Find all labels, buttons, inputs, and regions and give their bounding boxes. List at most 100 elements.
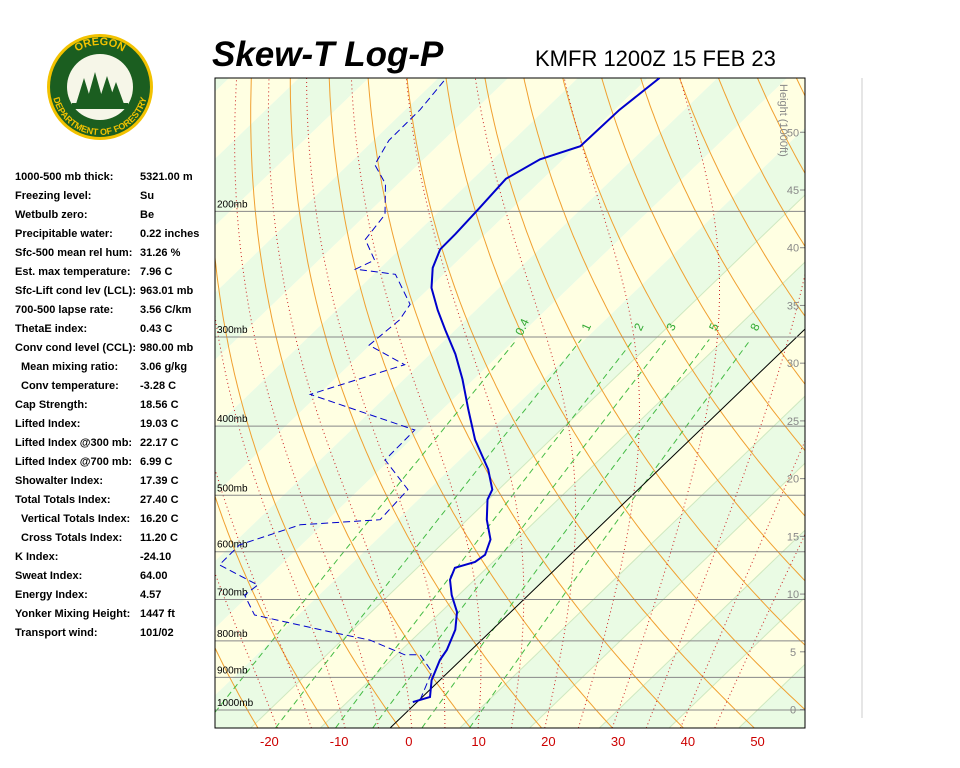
- y-tick-label: 1000mb: [217, 698, 254, 709]
- dry-adiabat: [445, 78, 805, 711]
- index-value: 7.96 C: [140, 266, 172, 278]
- index-label: Lifted Index @300 mb:: [15, 437, 132, 449]
- mixing-ratio-line: [215, 339, 518, 714]
- dry-adiabat: [795, 78, 805, 97]
- index-value: 17.39 C: [140, 475, 179, 487]
- y2-tick-label: 50: [787, 127, 799, 139]
- y-tick-label: 900mb: [217, 665, 248, 676]
- index-label: Cap Strength:: [15, 399, 88, 411]
- x-tick-label: -20: [260, 734, 279, 749]
- y2-tick-label: 15: [787, 531, 799, 543]
- index-value: Be: [140, 209, 154, 221]
- index-label: Transport wind:: [15, 627, 98, 639]
- index-value: 1447 ft: [140, 608, 175, 620]
- isotherm-band: [215, 78, 230, 92]
- moist-adiabat: [267, 78, 413, 728]
- index-value: 980.00 mb: [140, 342, 193, 354]
- index-value: 19.03 C: [140, 418, 179, 430]
- index-label: Lifted Index:: [15, 418, 80, 430]
- sounding: [218, 78, 661, 704]
- dry-adiabat: [835, 78, 960, 728]
- dry-adiabat: [640, 78, 805, 386]
- logo: OREGON DEPARTMENT OF FORESTRY: [47, 34, 153, 140]
- index-value: 11.20 C: [140, 532, 178, 544]
- isotherm-line: [320, 261, 805, 728]
- x-tick-label: 0: [405, 734, 412, 749]
- dry-adiabat: [562, 78, 805, 517]
- index-value: 6.99 C: [140, 456, 172, 468]
- y2-tick-label: 0: [790, 705, 796, 717]
- moist-adiabat: [215, 572, 278, 728]
- dewpoint-line: [218, 80, 445, 701]
- dry-adiabat: [484, 78, 805, 646]
- station: KMFR 1200Z 15 FEB 23: [535, 46, 776, 71]
- y-tick-label: 500mb: [217, 483, 248, 494]
- index-label: ThetaE index:: [15, 323, 87, 335]
- isotherm-band: [215, 78, 805, 696]
- logo-trees: [76, 72, 124, 104]
- dry-adiabat: [250, 78, 472, 728]
- y2-axis-label: Height (1000ft): [777, 84, 789, 157]
- mixing-ratio-line: [335, 339, 635, 728]
- y2-tick-label: 40: [787, 243, 799, 255]
- index-label: Lifted Index @700 mb:: [15, 456, 132, 468]
- isotherm-line: [459, 395, 805, 728]
- logo-top-text: OREGON: [73, 36, 128, 55]
- y2-tick-label: 45: [787, 185, 799, 197]
- isotherm-band: [215, 78, 788, 629]
- y-tick-label: 600mb: [217, 540, 248, 551]
- plot-background: [215, 78, 960, 728]
- dry-adiabat: [718, 78, 805, 248]
- dry-adiabat: [679, 78, 805, 318]
- y-tick-label: 800mb: [217, 629, 248, 640]
- index-value: 27.40 C: [140, 494, 179, 506]
- logo-center: [67, 54, 133, 120]
- index-value: 0.43 C: [140, 323, 172, 335]
- y2-tick-label: 5: [790, 647, 796, 659]
- y2-tick-label: 20: [787, 474, 799, 486]
- index-value: Su: [140, 190, 154, 202]
- index-value: 5321.00 m: [140, 171, 193, 183]
- index-value: 18.56 C: [140, 399, 179, 411]
- isotherm-line: [598, 529, 805, 728]
- isotherm-line: [250, 194, 805, 728]
- index-value: 0.22 inches: [140, 228, 199, 240]
- isotherm-line: [668, 596, 805, 728]
- index-label: 1000-500 mb thick:: [15, 171, 113, 183]
- x-tick-label: 40: [681, 734, 695, 749]
- index-value: 3.56 C/km: [140, 304, 192, 316]
- y-tick-label: 700mb: [217, 587, 248, 598]
- index-label: Energy Index:: [15, 589, 88, 601]
- index-value: 963.01 mb: [140, 285, 193, 297]
- index-value: 3.06 g/kg: [140, 361, 187, 373]
- logo-top-path: OREGON: [73, 36, 128, 55]
- moist-adiabat: [645, 271, 805, 728]
- dry-adiabat: [601, 78, 805, 452]
- index-label: Showalter Index:: [15, 475, 103, 487]
- index-label: Sweat Index:: [15, 570, 82, 582]
- temperature-line: [412, 78, 661, 704]
- title: Skew-T Log-P: [212, 35, 444, 74]
- dry-adiabat: [367, 78, 684, 728]
- index-label: Precipitable water:: [15, 228, 113, 240]
- index-value: 4.57: [140, 589, 161, 601]
- index-value: 31.26 %: [140, 247, 181, 259]
- logo-ground: [72, 103, 128, 109]
- moist-adiabat: [405, 78, 525, 728]
- x-tick-label: 30: [611, 734, 625, 749]
- index-value: -3.28 C: [140, 380, 176, 392]
- moist-adiabat: [563, 78, 640, 728]
- dry-adiabat: [289, 78, 542, 728]
- moist-adiabat: [611, 78, 720, 728]
- mixing-ratio-line: [275, 339, 582, 728]
- index-label: Mean mixing ratio:: [21, 361, 118, 373]
- index-label: Est. max temperature:: [15, 266, 131, 278]
- index-value: 22.17 C: [140, 437, 179, 449]
- mixing-ratio-line: [372, 339, 667, 728]
- index-label: Sfc-500 mean rel hum:: [15, 247, 132, 259]
- plot-frame: [214, 77, 806, 729]
- x-tick-label: 50: [750, 734, 764, 749]
- index-label: Yonker Mixing Height:: [15, 608, 130, 620]
- index-label: 700-500 lapse rate:: [15, 304, 113, 316]
